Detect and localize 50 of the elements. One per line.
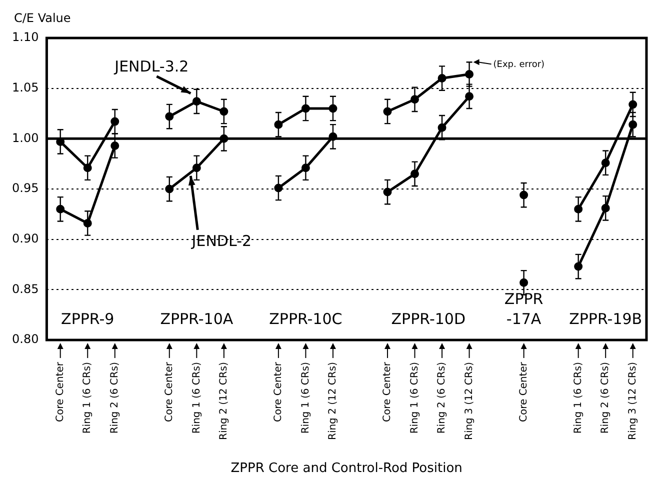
point (56, 204, 65, 214)
y-tick-label: 0.95 (12, 181, 39, 196)
x-tick-label: Ring 2 (6 CRs) (109, 362, 120, 434)
x-tick-label: Ring 1 (6 CRs) (572, 362, 584, 434)
point (110, 141, 120, 150)
x-tick-label: Ring 2 (6 CRs) (600, 362, 612, 434)
point (628, 120, 638, 129)
x-tick-label: Ring 1 (6 CRs) (409, 362, 420, 434)
y-tick-label: 1.10 (12, 30, 39, 44)
annotation: ZPPR-9 (61, 310, 114, 328)
annotation: ZPPR -17A (504, 290, 544, 328)
x-axis-title: ZPPR Core and Control-Rod Position (230, 461, 462, 476)
x-tick-label: Ring 2 (12 CRs) (218, 362, 230, 440)
y-axis-title: C/E Value (14, 11, 71, 25)
x-tick-label: Ring 2 (12 CRs) (328, 362, 339, 440)
point (438, 123, 446, 132)
y-tick-label: 1.00 (12, 130, 39, 145)
point (83, 218, 92, 228)
point (274, 184, 283, 192)
y-tick-label: 0.85 (12, 282, 39, 296)
point (438, 74, 446, 83)
annotation: ZPPR-19B (569, 310, 642, 328)
annotation: (Exp. error) (493, 60, 545, 70)
point (628, 100, 638, 109)
y-tick-label: 0.90 (12, 231, 39, 246)
point (83, 164, 92, 172)
x-tick-label: Core Center (54, 361, 66, 422)
point (601, 204, 610, 212)
x-tick-label: Core Center (382, 361, 394, 422)
x-tick-label: Core Center (273, 361, 284, 422)
x-tick-label: Ring 3 (12 CRs) (464, 362, 475, 440)
x-tick-label: Core Center (164, 361, 175, 422)
annotation: ZPPR-10C (269, 310, 342, 328)
annotation: ZPPR-10D (391, 310, 466, 328)
point (165, 112, 174, 121)
point (220, 107, 228, 116)
point (601, 158, 610, 168)
annotation: ZPPR-10A (160, 310, 234, 328)
x-tick-label: Ring 1 (6 CRs) (191, 362, 202, 434)
x-tick-label: Ring 1 (6 CRs) (82, 362, 94, 434)
y-tick-label: 0.80 (12, 332, 39, 346)
x-tick-label: Ring 2 (6 CRs) (436, 362, 448, 434)
point (110, 117, 120, 126)
x-tick-label: Ring 1 (6 CRs) (300, 362, 312, 434)
x-tick-label: Ring 3 (12 CRs) (627, 362, 638, 440)
point (165, 184, 174, 194)
text: JENDL-2 (190, 232, 252, 250)
x-tick-label: Core Center (518, 361, 530, 422)
series-label: JENDL-3.2 (114, 57, 189, 76)
y-tick-label: 1.05 (12, 80, 39, 94)
